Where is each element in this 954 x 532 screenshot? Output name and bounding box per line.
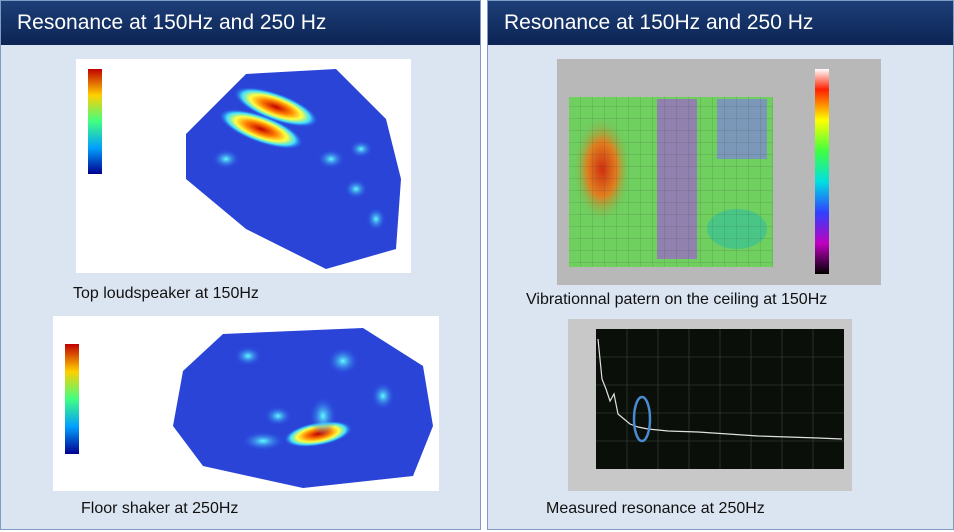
figure-caption: Measured resonance at 250Hz	[546, 500, 765, 517]
figure-caption: Floor shaker at 250Hz	[81, 500, 239, 517]
left-panel: Resonance at 150Hz and 250 Hz Top loudsp…	[0, 0, 481, 530]
figure-caption: Top loudspeaker at 150Hz	[73, 285, 259, 302]
ceiling-map	[557, 59, 881, 285]
resonance-spectrum	[568, 319, 852, 491]
figure-caption: Vibrationnal patern on the ceiling at 15…	[526, 291, 828, 308]
loudspeaker-simulation	[76, 59, 411, 273]
panel-title: Resonance at 150Hz and 250 Hz	[488, 1, 953, 45]
panel-title: Resonance at 150Hz and 250 Hz	[1, 1, 480, 45]
shaker-simulation	[53, 316, 439, 491]
right-panel: Resonance at 150Hz and 250 Hz Vibrationn…	[487, 0, 954, 530]
